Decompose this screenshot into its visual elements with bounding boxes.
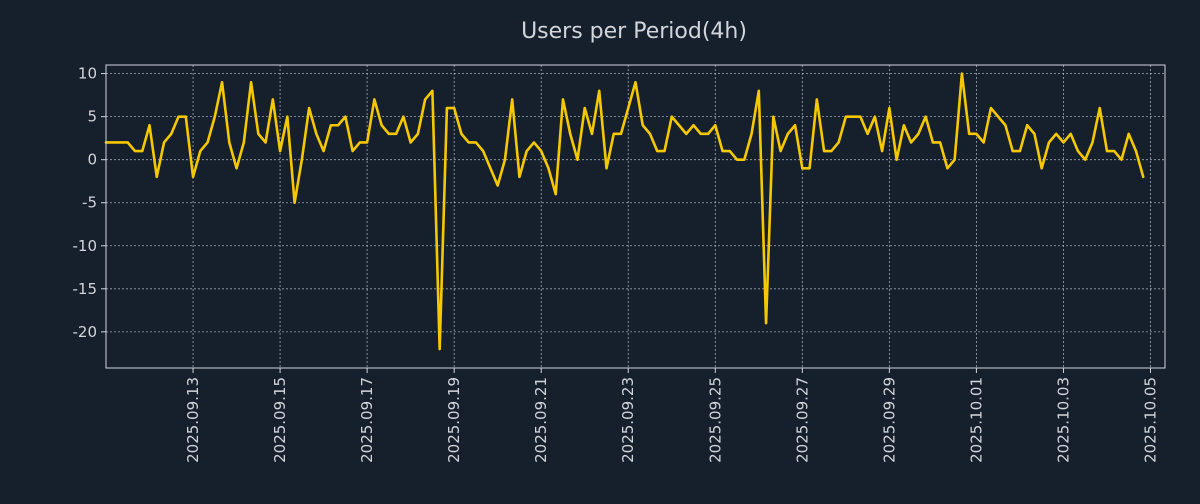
x-tick-label: 2025.09.27: [793, 377, 811, 463]
x-tick-label: 2025.09.15: [271, 377, 289, 463]
y-tick-label: -5: [82, 194, 97, 212]
x-tick-label: 2025.09.25: [706, 377, 724, 463]
x-tick-label: 2025.09.23: [619, 377, 637, 463]
y-tick-label: -20: [73, 323, 98, 341]
series-layer: [104, 72, 1145, 351]
x-tick-label: 2025.09.21: [532, 377, 550, 463]
y-tick-label: -10: [73, 237, 98, 255]
y-tick-label: 10: [78, 65, 97, 83]
grid-layer: [106, 65, 1165, 368]
x-tick-label: 2025.09.17: [358, 377, 376, 463]
x-tick-label: 2025.10.03: [1054, 377, 1072, 463]
chart-title: Users per Period(4h): [521, 19, 747, 44]
plot-area-frame: [105, 64, 1166, 369]
y-tick-label: 5: [87, 108, 97, 126]
label-layer: 10 5 0 -5 -10 -15 -20 2025.09.13 2025.09.15 2025.…: [73, 65, 1160, 463]
tick-layer: [101, 73, 1151, 373]
x-tick-label: 2025.10.01: [967, 377, 985, 463]
x-tick-label: 2025.09.29: [880, 377, 898, 463]
x-tick-label: 2025.10.05: [1141, 377, 1159, 463]
x-tick-label: 2025.09.13: [184, 377, 202, 463]
x-tick-label: 2025.09.19: [445, 377, 463, 463]
y-tick-label: 0: [87, 151, 97, 169]
series-line-users: [104, 72, 1145, 351]
y-tick-label: -15: [73, 280, 98, 298]
